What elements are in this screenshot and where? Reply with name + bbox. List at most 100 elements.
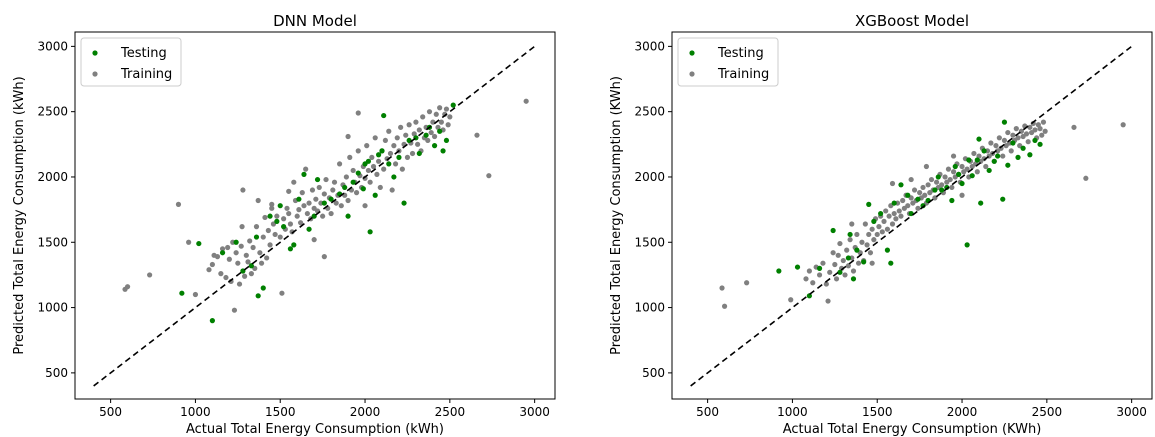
dnn-testing-point [401, 200, 406, 205]
xgboost-x-axis-label: Actual Total Energy Consumption (KWh) [783, 422, 1042, 437]
dnn-training-point [391, 143, 396, 148]
xgboost-y-axis-label: Predicted Total Energy Consumption (KWh) [609, 76, 624, 355]
xgboost-testing-point [1002, 120, 1007, 125]
dnn-training-point [239, 244, 244, 249]
dnn-training-point [393, 161, 398, 166]
dnn-training-point [354, 190, 359, 195]
dnn-training-point [405, 155, 410, 160]
dnn-training-point [383, 138, 388, 143]
xgboost-training-point [1121, 122, 1126, 127]
dnn-testing-point [386, 161, 391, 166]
dnn-training-point [400, 167, 405, 172]
dnn-training-point [147, 272, 152, 277]
dnn-training-point [374, 172, 379, 177]
dnn-training-point [296, 207, 301, 212]
xgboost-testing-point [888, 261, 893, 266]
dnn-training-point [215, 254, 220, 259]
xgboost-training-point [1037, 126, 1042, 131]
xgboost-training-point [926, 182, 931, 187]
xgboost-training-point [1000, 153, 1005, 158]
xgboost-training-point [946, 167, 951, 172]
xgboost-training-point [942, 174, 947, 179]
xgboost-legend-training-marker [689, 71, 694, 76]
xgboost-testing-point [970, 173, 975, 178]
xgboost-testing-point [1000, 197, 1005, 202]
dnn-training-point [369, 155, 374, 160]
xgboost-testing-point [932, 187, 937, 192]
dnn-legend-testing-label: Testing [120, 46, 167, 61]
dnn-legend-training-marker [92, 71, 97, 76]
xgboost-training-point [897, 208, 902, 213]
dnn-training-point [313, 197, 318, 202]
dnn-training-point [300, 190, 305, 195]
dnn-testing-point [368, 229, 373, 234]
xgboost-testing-point [854, 248, 859, 253]
dnn-training-point [344, 174, 349, 179]
xgboost-testing-point [992, 159, 997, 164]
dnn-testing-point [291, 242, 296, 247]
dnn-training-point [249, 271, 254, 276]
xgboost-testing-point [1015, 155, 1020, 160]
xgboost-testing-point [1020, 146, 1025, 151]
xgboost-training-point [817, 272, 822, 277]
dnn-training-point [403, 133, 408, 138]
xgboost-testing-point [1037, 142, 1042, 147]
dnn-training-point [330, 187, 335, 192]
dnn-training-point [362, 203, 367, 208]
dnn-training-point [240, 187, 245, 192]
dnn-x-tick-label: 2000 [350, 405, 381, 419]
xgboost-training-point [825, 298, 830, 303]
xgboost-training-point [856, 261, 861, 266]
xgboost-training-point [837, 241, 842, 246]
dnn-training-point [368, 180, 373, 185]
xgboost-training-point [951, 153, 956, 158]
dnn-testing-point [261, 285, 266, 290]
dnn-training-point [267, 242, 272, 247]
dnn-training-point [323, 177, 328, 182]
dnn-chart-title: DNN Model [273, 12, 357, 30]
xgboost-training-point [917, 190, 922, 195]
xgboost-training-point [893, 216, 898, 221]
dnn-y-tick-label: 1500 [37, 235, 68, 249]
dnn-training-point [176, 202, 181, 207]
xgboost-training-point [971, 151, 976, 156]
dnn-testing-point [361, 186, 366, 191]
xgboost-testing-point [995, 153, 1000, 158]
dnn-training-point [364, 143, 369, 148]
dnn-training-point [288, 221, 293, 226]
xgboost-testing-point [1027, 152, 1032, 157]
xgboost-training-point [993, 143, 998, 148]
dnn-training-point [286, 211, 291, 216]
xgboost-panel: XGBoost Model 500 1000 1500 2000 2500 3000 500 1… [609, 12, 1152, 437]
xgboost-testing-point [953, 164, 958, 169]
xgboost-training-point [719, 285, 724, 290]
dnn-training-point [378, 185, 383, 190]
xgboost-training-point [866, 232, 871, 237]
dnn-training-point [210, 262, 215, 267]
xgboost-training-point [912, 187, 917, 192]
dnn-training-point [261, 234, 266, 239]
dnn-training-point [415, 142, 420, 147]
xgboost-testing-point [817, 266, 822, 271]
dnn-testing-point [274, 219, 279, 224]
xgboost-training-point [881, 219, 886, 224]
xgboost-x-tick-label: 1500 [862, 405, 893, 419]
xgboost-x-tick-label: 2500 [1032, 405, 1063, 419]
dnn-training-point [284, 206, 289, 211]
xgboost-legend-training-label: Training [717, 67, 769, 82]
dnn-testing-point [179, 291, 184, 296]
dnn-training-point [351, 168, 356, 173]
xgboost-training-point [807, 268, 812, 273]
dnn-x-tick-label: 3000 [519, 405, 550, 419]
xgboost-chart-title: XGBoost Model [855, 12, 969, 30]
xgboost-training-point [1083, 176, 1088, 181]
xgboost-training-point [915, 206, 920, 211]
dnn-training-point [427, 109, 432, 114]
dnn-training-point [413, 120, 418, 125]
dnn-testing-point [234, 240, 239, 245]
dnn-training-point [420, 114, 425, 119]
xgboost-testing-point [892, 200, 897, 205]
xgboost-y-tick-label: 1000 [634, 301, 665, 315]
dnn-testing-point [373, 193, 378, 198]
dnn-training-point [317, 185, 322, 190]
